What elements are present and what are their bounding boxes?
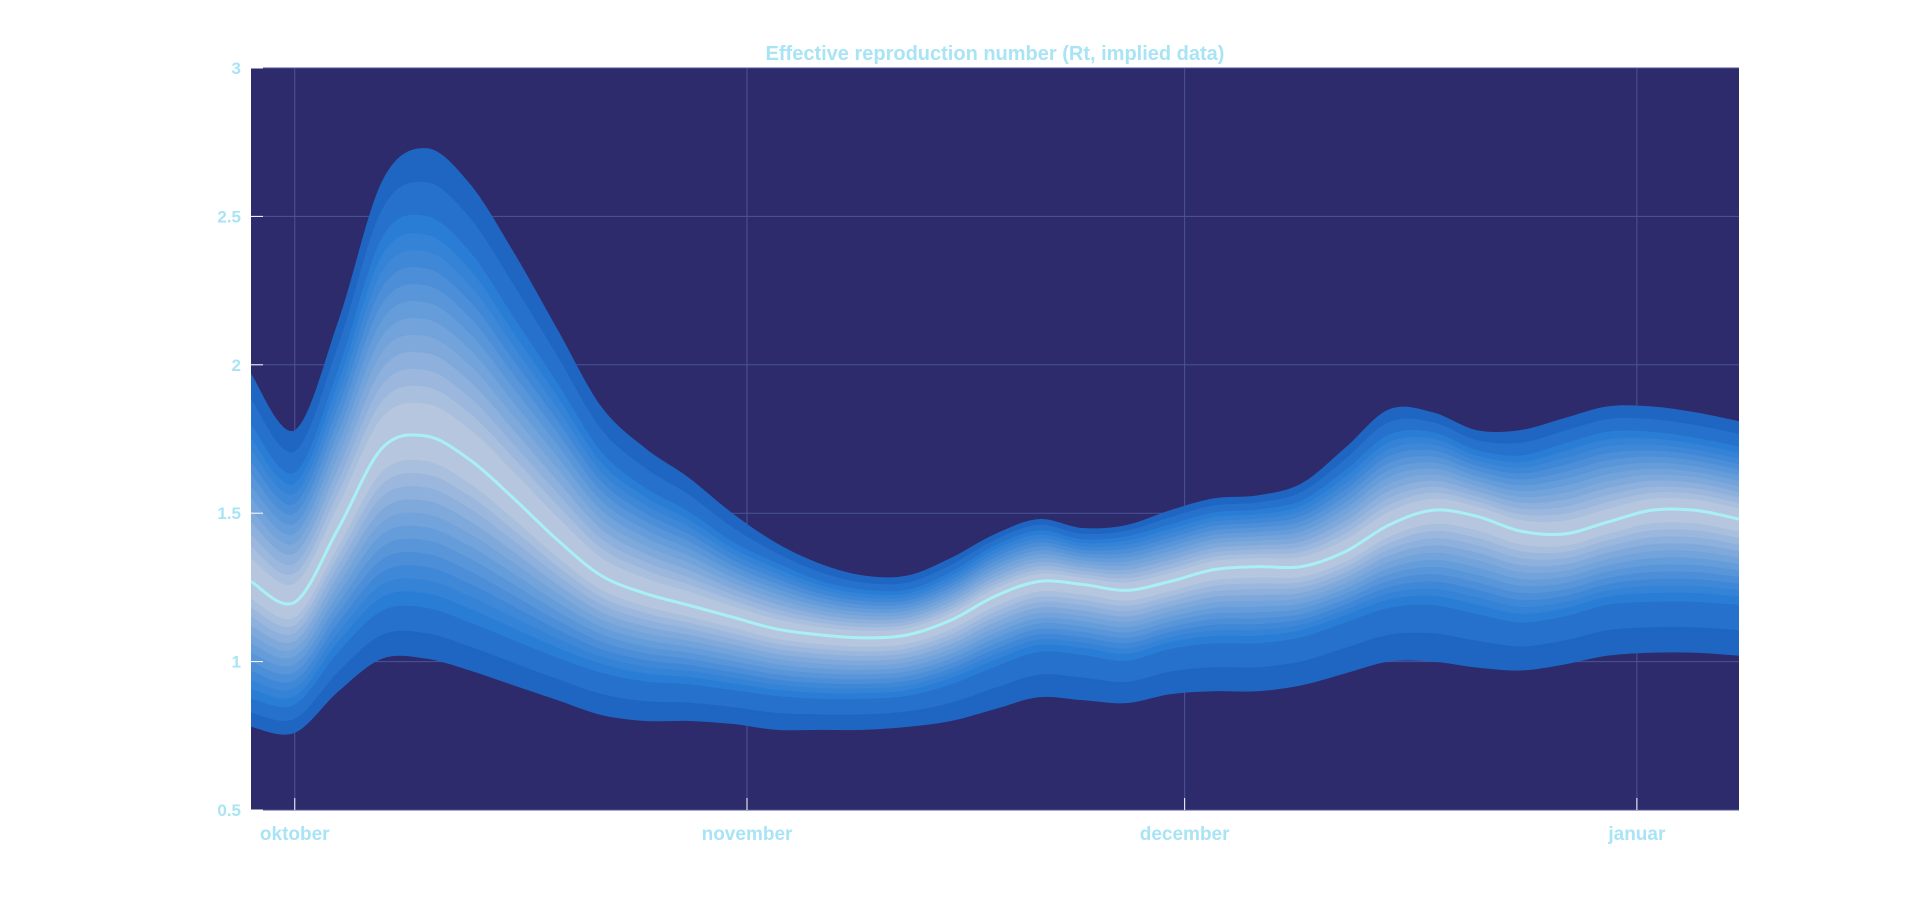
chart-title: Effective reproduction number (Rt, impli…	[766, 43, 1225, 65]
x-tick-label: oktober	[260, 824, 330, 845]
y-tick-label: 0.5	[217, 801, 241, 820]
x-tick-label: november	[702, 824, 793, 845]
median-line	[250, 433, 1740, 640]
y-tick-label: 1	[232, 653, 241, 672]
y-tick-label: 2	[232, 356, 241, 375]
axes: 0.5 1 1.5 2 2.5 3 oktober november december janua…	[217, 59, 1666, 845]
median-series	[250, 433, 1740, 640]
x-tick-label: december	[1140, 824, 1230, 845]
y-tick-label: 2.5	[217, 207, 241, 226]
y-tick-label: 1.5	[217, 504, 241, 523]
y-tick-label: 3	[232, 59, 241, 78]
x-tick-label: januar	[1607, 824, 1666, 845]
